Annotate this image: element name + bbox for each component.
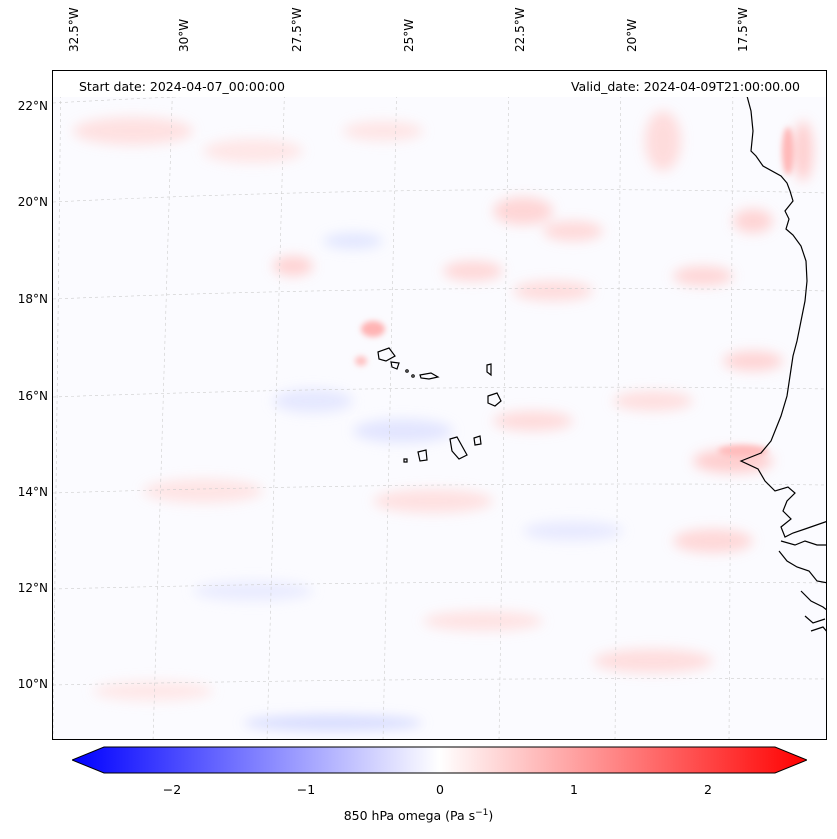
graticule: [53, 71, 826, 739]
colorbar-tick-minus-2: −2: [162, 782, 182, 797]
lon-label-32-5w: 32.5°W: [67, 7, 81, 52]
lat-label-18n: 18°N: [17, 292, 48, 306]
coastline-africa: [739, 95, 826, 632]
header-bar: Start date: 2024-04-07_00:00:00 Valid_da…: [53, 71, 826, 97]
start-date-label: Start date: 2024-04-07_00:00:00: [79, 79, 285, 94]
omega-field: [53, 71, 826, 739]
colorbar-tick-0: 0: [436, 782, 444, 797]
lat-label-20n: 20°N: [17, 195, 48, 209]
lon-label-30w: 30°W: [177, 18, 191, 52]
lon-label-27-5w: 27.5°W: [290, 7, 304, 52]
omega-strong-cells: [355, 127, 794, 457]
colorbar-tick-2: 2: [704, 782, 712, 797]
colorbar-label: 850 hPa omega (Pa s−1): [343, 808, 494, 824]
map-panel[interactable]: Start date: 2024-04-07_00:00:00 Valid_da…: [52, 70, 827, 740]
valid-date-label: Valid_date: 2024-04-09T21:00:00.00: [570, 79, 800, 94]
lon-label-20w: 20°W: [625, 18, 639, 52]
colorbar: [72, 746, 807, 774]
lat-label-22n: 22°N: [17, 99, 48, 113]
lat-label-10n: 10°N: [17, 677, 48, 691]
lat-label-16n: 16°N: [17, 389, 48, 403]
lat-label-12n: 12°N: [17, 581, 48, 595]
colorbar-tick-1: 1: [570, 782, 578, 797]
lon-label-22-5w: 22.5°W: [513, 7, 527, 52]
lat-label-14n: 14°N: [17, 485, 48, 499]
colorbar-tick-minus-1: −1: [296, 782, 316, 797]
lon-label-25w: 25°W: [402, 18, 416, 52]
cape-verde-islands: [377, 347, 502, 463]
lon-label-17-5w: 17.5°W: [736, 7, 750, 52]
omega-blobs: [73, 111, 813, 731]
